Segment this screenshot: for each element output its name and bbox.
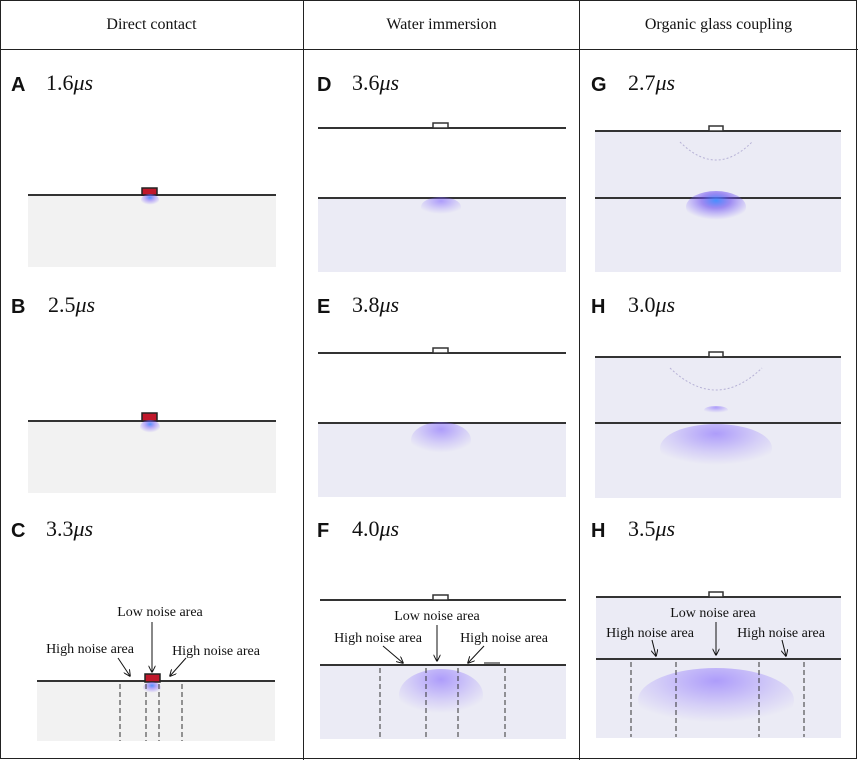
panel-time: 2.7μs	[628, 70, 676, 95]
wavefront	[421, 197, 461, 217]
panel-time: 3.5μs	[628, 516, 676, 541]
noise-zone-boundaries	[379, 668, 506, 739]
high-noise-label: High noise area	[460, 631, 549, 646]
scene-a	[28, 187, 276, 267]
high-noise-label: High noise area	[334, 631, 423, 646]
scene-e	[318, 347, 566, 497]
scene-c: Low noise area High noise area High nois…	[37, 605, 275, 741]
transducer	[708, 351, 724, 358]
wavefront	[140, 420, 160, 434]
specimen-block	[28, 195, 276, 267]
transducer	[708, 591, 724, 598]
high-noise-arrow-left	[382, 645, 403, 663]
panel-letter: G	[591, 74, 607, 96]
scene-d	[318, 122, 566, 272]
column-title-water: Water immersion	[386, 16, 497, 33]
scene-f: Low noise area High noise area High nois…	[320, 594, 566, 739]
wavefront	[660, 424, 772, 472]
wavefront	[399, 669, 483, 721]
high-noise-arrow-right	[782, 639, 786, 656]
high-noise-arrow-right	[468, 645, 485, 663]
high-noise-label: High noise area	[606, 626, 695, 641]
panel-letter: H	[591, 296, 606, 318]
low-noise-label: Low noise area	[670, 606, 756, 621]
panel-letter: A	[11, 74, 26, 96]
panel-time: 2.5μs	[48, 292, 96, 317]
high-noise-arrow-left	[117, 657, 130, 676]
wavefront	[411, 422, 471, 458]
panel-letter: H	[591, 520, 606, 542]
panel-letter: D	[317, 74, 332, 96]
low-noise-label: Low noise area	[117, 605, 203, 620]
transducer	[432, 122, 449, 129]
transducer	[141, 187, 158, 196]
panel-letter: C	[11, 520, 26, 542]
scene-h1	[595, 351, 841, 498]
wavefront	[704, 406, 728, 414]
panel-time: 3.6μs	[352, 70, 400, 95]
wavefront	[638, 668, 794, 732]
transducer	[144, 673, 161, 683]
transducer	[141, 412, 158, 422]
transducer	[432, 347, 449, 354]
wavefront	[143, 682, 161, 694]
header-divider	[0, 49, 858, 50]
noise-zone-boundaries	[630, 662, 805, 737]
panel-time: 4.0μs	[352, 516, 400, 541]
reflected-wave	[679, 141, 753, 161]
low-noise-label: Low noise area	[394, 609, 480, 624]
column-title-direct: Direct contact	[106, 16, 197, 33]
high-noise-label: High noise area	[46, 642, 135, 657]
column-title-glass: Organic glass coupling	[644, 16, 793, 33]
scene-b	[28, 412, 276, 493]
high-noise-arrow-right	[170, 657, 187, 676]
panel-letter: B	[11, 296, 26, 318]
column-divider	[579, 0, 580, 760]
high-noise-label: High noise area	[737, 626, 826, 641]
high-noise-label: High noise area	[172, 644, 261, 659]
scene-g	[595, 125, 841, 272]
column-divider	[303, 0, 304, 760]
panel-time: 1.6μs	[46, 70, 94, 95]
reflected-wave	[669, 367, 763, 391]
noise-zone-boundaries	[119, 684, 183, 741]
scene-h2: Low noise area High noise area High nois…	[596, 591, 841, 738]
wavefront	[686, 191, 746, 223]
panel-time: 3.3μs	[46, 516, 94, 541]
wavefront	[141, 194, 159, 206]
transducer	[708, 125, 724, 132]
high-noise-arrow-left	[652, 639, 656, 656]
panel-time: 3.8μs	[352, 292, 400, 317]
panel-time: 3.0μs	[628, 292, 676, 317]
panel-letter: E	[317, 296, 331, 318]
transducer	[432, 594, 449, 601]
panel-letter: F	[317, 520, 330, 542]
